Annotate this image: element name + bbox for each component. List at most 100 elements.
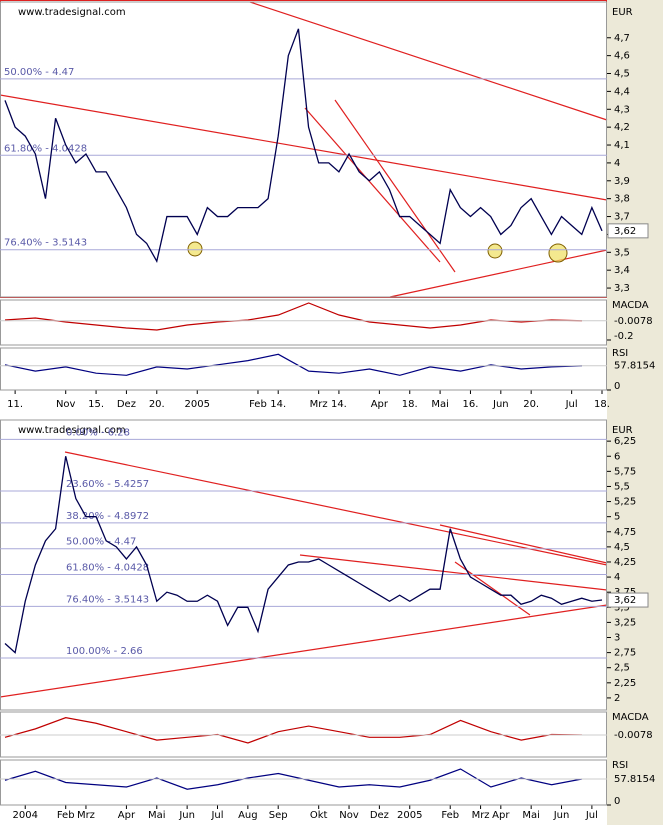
x-tick-label: Apr	[371, 399, 389, 410]
fib-label: 50.00% - 4.47	[4, 67, 74, 78]
x-tick-label: 2004	[13, 810, 38, 821]
plot-background	[0, 0, 607, 825]
fib-label: 0.00% - 6.28	[66, 427, 130, 438]
x-tick-label: Jun	[492, 399, 509, 410]
y-tick-label: 5,25	[614, 497, 636, 508]
y-tick-label: 3,9	[614, 176, 630, 187]
x-tick-label: Feb	[249, 399, 267, 410]
panel-frame	[0, 419, 607, 711]
x-tick-label: Aug	[238, 810, 258, 821]
last-box	[607, 592, 649, 608]
fib-label: 50.00% - 4.47	[66, 537, 136, 548]
fib-label: 76.40% - 3.5143	[4, 238, 87, 249]
indicator-last: -0.0078	[614, 316, 653, 327]
y-tick-label: 2,25	[614, 678, 636, 689]
x-tick-label: Apr	[492, 810, 510, 821]
y-tick-label: 3,3	[614, 283, 630, 294]
x-tick-label: Mai	[522, 810, 540, 821]
fib-label: 61.80% - 4.0428	[66, 562, 149, 573]
y-tick-label: 2,5	[614, 663, 630, 674]
x-tick-label: Okt	[310, 810, 328, 821]
x-tick-label: 14.	[331, 399, 347, 410]
y-tick-label: 3	[614, 633, 620, 644]
fib-label: 100.00% - 2.66	[66, 646, 143, 657]
trend-lines	[0, 1, 608, 698]
x-tick-label: Jul	[210, 810, 223, 821]
source-label: www.tradesignal.com	[18, 7, 126, 18]
indicator-last: 57.8154	[614, 361, 655, 372]
y-tick-label: 3,5	[614, 247, 630, 258]
x-tick-label: 16.	[463, 399, 479, 410]
x-tick-label: Nov	[56, 399, 76, 410]
y-tick-label: 4,75	[614, 527, 636, 538]
indicator-last: 57.8154	[614, 774, 655, 785]
y-tick-label: 3,4	[614, 265, 630, 276]
y-tick-label: 4,25	[614, 557, 636, 568]
y-tick-label: 4,5	[614, 69, 630, 80]
x-tick-label: Apr	[118, 810, 136, 821]
y-tick-label: 5	[614, 512, 620, 523]
x-tick-label: 20.	[149, 399, 165, 410]
x-tick-label: Mrz	[310, 399, 328, 410]
price-line	[4, 456, 603, 654]
x-tick-label: Feb	[57, 810, 75, 821]
unit-label: EUR	[612, 7, 633, 18]
last-box	[607, 223, 649, 239]
x-tick-label: Jun	[553, 810, 570, 821]
fib-label: 76.40% - 3.5143	[66, 594, 149, 605]
x-tick-label: Feb	[441, 810, 459, 821]
indicator-name: RSI	[612, 348, 628, 359]
x-tick-label: 2005	[185, 399, 210, 410]
y-tick-label: 5,75	[614, 466, 636, 477]
y-tick-label: 2	[614, 693, 620, 704]
x-tick-label: 18.	[594, 399, 610, 410]
fib-label: 61.80% - 4.0428	[4, 143, 87, 154]
indicator-line	[4, 768, 583, 790]
x-tick-label: Mrz	[77, 810, 95, 821]
x-tick-label: 20.	[523, 399, 539, 410]
x-tick-label: Dez	[370, 810, 389, 821]
y-tick-label: 3,25	[614, 617, 636, 628]
y-tick-label: 5,5	[614, 481, 630, 492]
y-tick-label: 0	[614, 796, 620, 807]
indicator-frame	[0, 759, 607, 806]
y-tick-label: -0.2	[614, 331, 634, 342]
y-tick-label: 4,3	[614, 104, 630, 115]
y-tick-label: 6	[614, 451, 620, 462]
x-tick-label: 14.	[270, 399, 286, 410]
y-tick-label: 3,5	[614, 602, 630, 613]
indicator-frame	[0, 299, 607, 346]
x-tick-label: Sep	[269, 810, 288, 821]
y-tick-label: 4,1	[614, 140, 630, 151]
y-tick-label: 4	[614, 158, 620, 169]
y-tick-label: 2,75	[614, 648, 636, 659]
y-tick-label: 4,6	[614, 51, 630, 62]
source-label: www.tradesignal.com	[18, 425, 126, 436]
x-tick-label: Dez	[117, 399, 136, 410]
x-tick-label: Mai	[148, 810, 166, 821]
x-tick-label: 15.	[88, 399, 104, 410]
x-tick-label: Mai	[431, 399, 449, 410]
y-tick-label: 6,25	[614, 436, 636, 447]
markers	[187, 241, 568, 263]
indicator-line	[4, 717, 583, 744]
unit-label: EUR	[612, 425, 633, 436]
x-tick-label: Jul	[565, 399, 578, 410]
indicator-last: -0.0078	[614, 730, 653, 741]
indicator-frame	[0, 347, 607, 391]
y-tick-label: 4,4	[614, 86, 630, 97]
fib-label: 23.60% - 5.4257	[66, 479, 149, 490]
x-tick-label: 11.	[7, 399, 23, 410]
y-tick-label: 4	[614, 572, 620, 583]
y-tick-label: 3,7	[614, 212, 630, 223]
indicator-name: RSI	[612, 760, 628, 771]
price-line	[4, 28, 603, 264]
x-tick-label: Mrz	[472, 810, 490, 821]
fib-label: 38.20% - 4.8972	[66, 511, 149, 522]
last-label: 3,62	[614, 595, 636, 606]
y-tick-label: 4,2	[614, 122, 630, 133]
x-tick-label: 18.	[402, 399, 418, 410]
indicator-name: MACDA	[612, 712, 649, 723]
